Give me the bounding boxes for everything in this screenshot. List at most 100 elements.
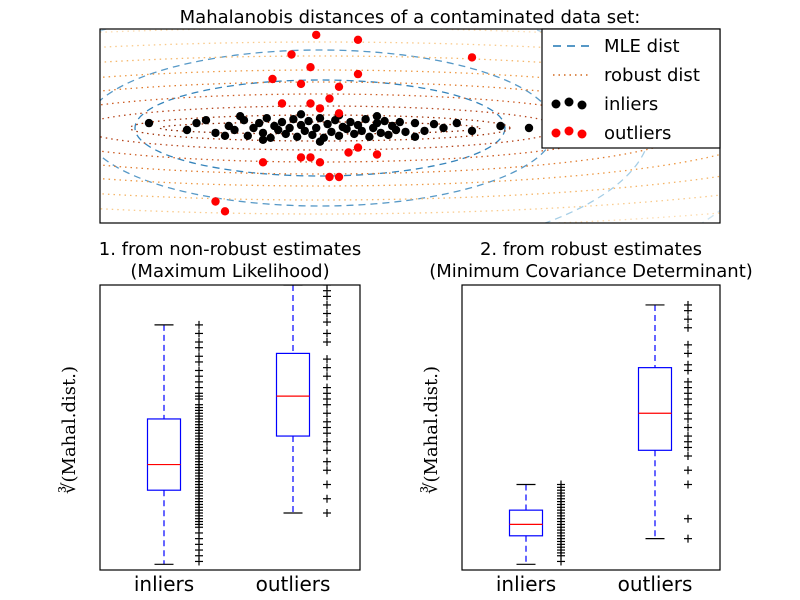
strip-point	[684, 432, 692, 441]
strip-point	[323, 372, 331, 381]
outlier-point	[306, 153, 315, 162]
robust-contour	[129, 114, 511, 142]
outlier-point	[334, 82, 344, 92]
inlier-point	[315, 137, 325, 146]
inlier-point	[376, 128, 385, 138]
inlier-point	[201, 116, 211, 125]
inlier-point	[274, 125, 283, 135]
strip-point	[684, 349, 692, 358]
left-chart-title-line1: 1. from non-robust estimates	[99, 239, 361, 260]
strip-point	[323, 457, 331, 466]
inlier-point	[439, 123, 448, 133]
strip-point	[323, 480, 331, 489]
strip-point	[684, 323, 692, 332]
inlier-point	[220, 131, 230, 140]
strip-point	[323, 285, 331, 289]
iqr-box	[637, 367, 673, 451]
inlier-point	[308, 130, 317, 140]
top-chart-title: Mahalanobis distances of a contaminated …	[180, 7, 641, 28]
strip-point	[195, 338, 203, 346]
legend-outliers-swatch	[551, 126, 587, 139]
inlier-point	[334, 131, 344, 140]
robust-contour	[159, 121, 481, 135]
inlier-point	[289, 115, 298, 124]
outlier-point	[306, 99, 315, 108]
strip-point	[195, 366, 203, 375]
strip-point	[323, 355, 331, 364]
inlier-point	[391, 125, 401, 135]
inlier-point	[262, 114, 271, 123]
right-xtick-outliers: outliers	[618, 572, 693, 596]
strip-point	[323, 309, 331, 318]
legend-inliers-swatch	[551, 97, 587, 110]
mle-contour	[134, 79, 506, 177]
inlier-point	[266, 133, 275, 142]
inlier-point	[346, 117, 355, 127]
iqr-box	[275, 352, 311, 437]
strip-point	[323, 446, 331, 455]
legend-label-robust: robust dist	[604, 65, 700, 86]
strip-point	[195, 329, 203, 338]
inlier-point	[365, 132, 374, 141]
iqr-box	[508, 509, 544, 537]
right-chart-title-line1: 2. from robust estimates	[480, 239, 702, 260]
outlier-point	[315, 104, 325, 113]
left-xtick-outliers: outliers	[256, 572, 331, 596]
strip-point	[323, 466, 331, 475]
inlier-point	[243, 131, 252, 140]
inlier-point	[384, 130, 393, 140]
strip-point	[323, 509, 331, 517]
strip-point	[684, 514, 692, 523]
outlier-point	[258, 158, 268, 167]
right-ylabel: ∛(Mahal.dist.)	[420, 366, 442, 494]
inlier-point	[350, 129, 359, 139]
inlier-point	[372, 112, 382, 121]
inlier-point	[395, 117, 404, 127]
strip-point	[684, 340, 692, 349]
outlier-point	[296, 79, 306, 89]
robust-contour	[100, 41, 720, 215]
outlier-point	[344, 148, 353, 157]
strip-point	[323, 300, 331, 309]
inlier-point	[182, 125, 192, 135]
inlier-point	[401, 127, 410, 137]
inlier-point	[452, 118, 461, 128]
inlier-point	[323, 119, 332, 129]
inlier-point	[467, 126, 477, 136]
inlier-point	[524, 123, 534, 133]
legend: MLE dist robust dist inliers outliers	[541, 28, 721, 149]
outlier-point	[211, 197, 220, 206]
strip-point	[684, 452, 692, 460]
outlier-point	[315, 158, 325, 167]
inlier-point	[410, 118, 420, 128]
inlier-point	[327, 127, 336, 137]
outlier-point	[325, 172, 334, 182]
strip-point	[195, 320, 203, 329]
strip-point	[684, 423, 692, 432]
inlier-point	[342, 124, 351, 134]
strip-point	[323, 383, 331, 392]
svg-text:∛(Mahal.dist.): ∛(Mahal.dist.)	[58, 366, 80, 494]
inlier-point	[285, 123, 294, 133]
inlier-point	[192, 118, 201, 128]
inlier-point	[420, 126, 429, 136]
inlier-point	[211, 128, 220, 138]
outlier-point	[353, 35, 363, 44]
strip-point	[557, 480, 565, 489]
strip-point	[684, 534, 692, 543]
strip-point	[323, 318, 331, 327]
outlier-point	[334, 109, 344, 118]
inlier-point	[258, 135, 268, 144]
strip-point	[323, 417, 331, 426]
left-xtick-inliers: inliers	[134, 572, 194, 596]
outlier-point	[220, 207, 230, 216]
inlier-point	[496, 121, 505, 131]
strip-point	[684, 315, 692, 324]
inlier-point	[410, 132, 420, 141]
outlier-point	[467, 53, 477, 62]
outlier-point	[334, 172, 344, 182]
strip-point	[684, 466, 692, 475]
strip-point	[323, 338, 331, 346]
strip-point	[684, 360, 692, 369]
